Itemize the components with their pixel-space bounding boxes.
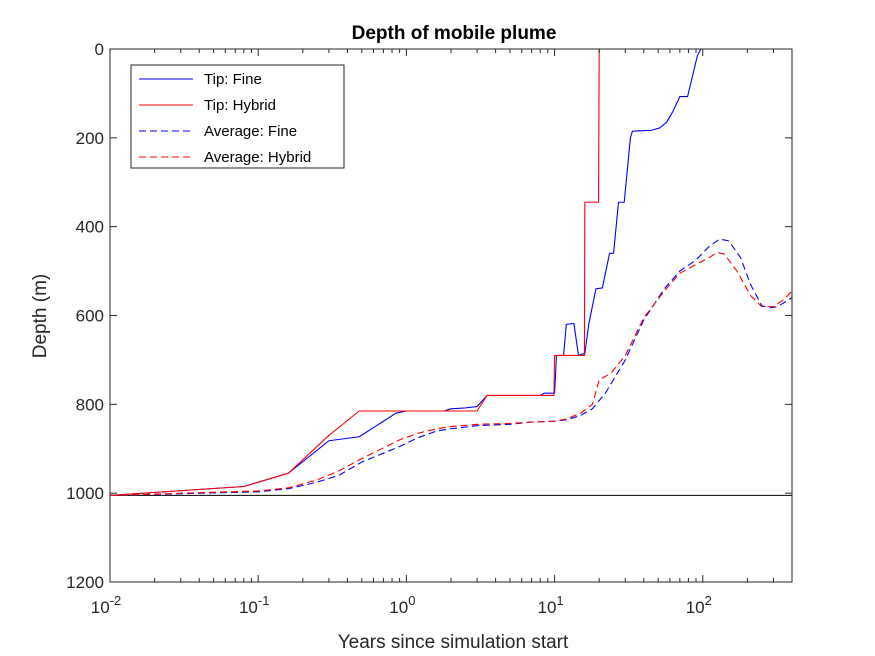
x-tick-label: 101 xyxy=(538,593,564,617)
legend-label-3: Average: Fine xyxy=(204,123,297,140)
x-tick-label: 10-2 xyxy=(91,593,121,617)
chart-title: Depth of mobile plume xyxy=(352,23,557,44)
series-line-2 xyxy=(109,48,792,496)
legend: Tip: Fine Tip: Hybrid Average: Fine Average… xyxy=(130,64,345,169)
x-tick-label: 100 xyxy=(389,593,415,617)
x-tick-label-base: 10 xyxy=(686,598,705,617)
legend-label-1: Tip: Fine xyxy=(204,71,262,88)
y-tick-label: 600 xyxy=(76,307,104,326)
y-tick-label: 200 xyxy=(76,129,104,148)
y-axis-ticks: 0 200 400 600 800 1000 1200 xyxy=(66,40,792,592)
series-layer xyxy=(109,48,793,496)
y-tick-label: 800 xyxy=(76,395,104,414)
y-axis-label: Depth (m) xyxy=(30,274,51,358)
y-tick-label: 1200 xyxy=(66,573,104,592)
x-tick-label: 10-1 xyxy=(239,593,269,617)
legend-label-2: Tip: Hybrid xyxy=(204,97,276,114)
x-axis-label: Years since simulation start xyxy=(338,632,569,653)
x-axis-ticks: 10-2 10-1 100 101 102 xyxy=(91,49,793,617)
x-tick-label-base: 10 xyxy=(91,598,110,617)
x-tick-label-base: 10 xyxy=(239,598,258,617)
y-tick-label: 400 xyxy=(76,218,104,237)
y-tick-label: 1000 xyxy=(66,484,104,503)
x-tick-label-exponent: -1 xyxy=(258,593,270,608)
x-tick-label-base: 10 xyxy=(389,598,408,617)
x-tick-label-exponent: 1 xyxy=(556,593,563,608)
x-tick-label-exponent: 2 xyxy=(705,593,712,608)
x-tick-label-exponent: -2 xyxy=(110,593,122,608)
series-line-3 xyxy=(109,238,793,496)
legend-label-4: Average: Hybrid xyxy=(204,149,311,166)
x-tick-label-exponent: 0 xyxy=(408,593,415,608)
y-tick-label: 0 xyxy=(95,40,104,59)
series-line-4 xyxy=(109,251,793,496)
x-tick-label: 102 xyxy=(686,593,712,617)
x-tick-label-base: 10 xyxy=(538,598,557,617)
legend-box xyxy=(130,64,345,169)
